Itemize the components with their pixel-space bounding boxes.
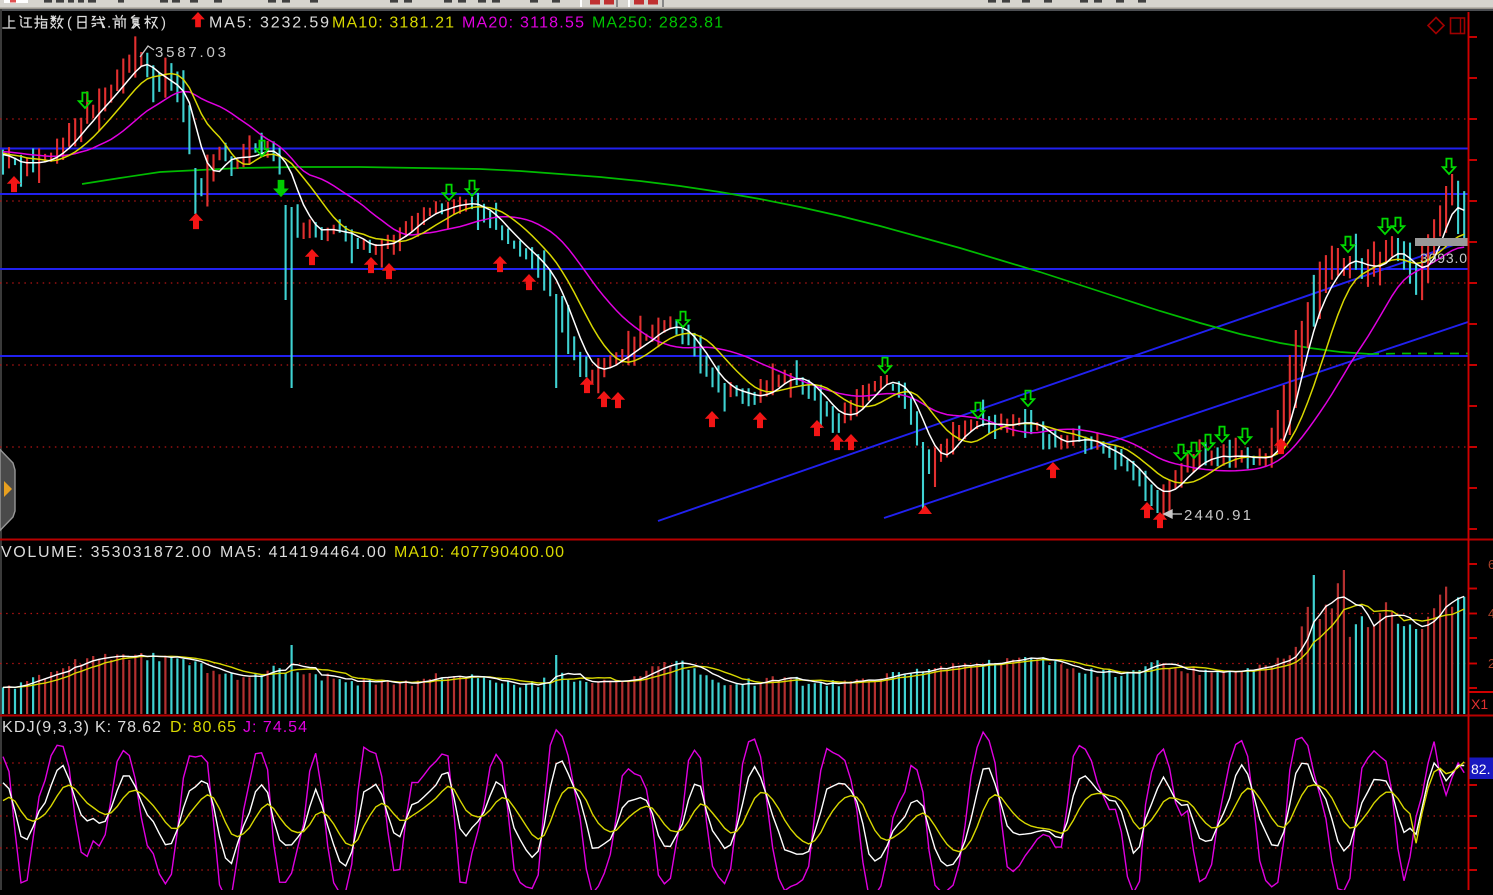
svg-text:(: (: [67, 15, 72, 32]
svg-text:VOLUME: 353031872.00: VOLUME: 353031872.00: [1, 544, 211, 561]
svg-text:3093.0: 3093.0: [1420, 250, 1467, 266]
svg-text:): ): [161, 15, 166, 32]
svg-text:MA10: 407790400.00: MA10: 407790400.00: [394, 544, 564, 561]
svg-text:MA20: 3118.55: MA20: 3118.55: [462, 15, 584, 32]
svg-text:KDJ(9,3,3): KDJ(9,3,3): [2, 719, 89, 736]
svg-text:MA5: 414194464.00: MA5: 414194464.00: [220, 544, 386, 561]
svg-text:6: 6: [1488, 557, 1493, 572]
svg-text:X1: X1: [1471, 696, 1488, 712]
svg-text:D: 80.65: D: 80.65: [170, 719, 236, 736]
svg-text:2: 2: [1488, 656, 1493, 671]
svg-text:K: 78.62: K: 78.62: [95, 719, 161, 736]
svg-text:.: .: [107, 15, 111, 32]
svg-text:82.: 82.: [1471, 761, 1490, 777]
svg-text:MA10: 3181.21: MA10: 3181.21: [332, 15, 454, 32]
svg-text:4: 4: [1488, 606, 1493, 621]
svg-text:J: 74.54: J: 74.54: [243, 719, 307, 736]
svg-text:MA250: 2823.81: MA250: 2823.81: [592, 15, 723, 32]
